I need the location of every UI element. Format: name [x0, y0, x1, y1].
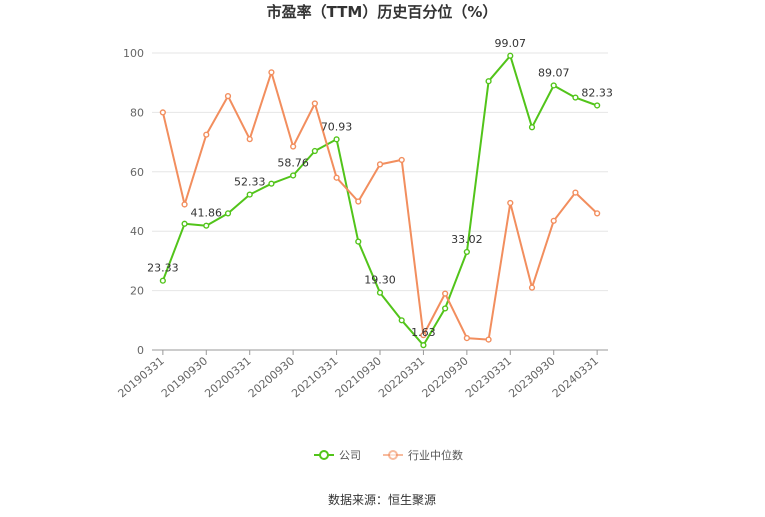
- data-point: [181, 220, 188, 227]
- data-point: [550, 82, 557, 89]
- data-point: [485, 78, 492, 85]
- data-point: [485, 336, 492, 343]
- data-point: [528, 124, 536, 131]
- legend-swatch-marker: [319, 450, 329, 460]
- data-point: [203, 222, 210, 229]
- x-tick-label: 20200930: [246, 354, 297, 400]
- legend[interactable]: 公司 行业中位数: [314, 448, 463, 462]
- data-point: [246, 136, 253, 143]
- data-point: [224, 92, 232, 100]
- data-point: [203, 131, 210, 138]
- data-point: [311, 100, 318, 107]
- data-label: 23.33: [147, 262, 179, 275]
- data-point: [290, 143, 297, 150]
- y-tick-label: 0: [137, 344, 144, 357]
- data-point: [420, 342, 427, 349]
- x-tick-label: 20230331: [463, 354, 514, 400]
- data-label: 58.76: [277, 156, 309, 169]
- data-label: 52.33: [234, 176, 266, 189]
- data-point: [572, 189, 579, 196]
- data-point: [420, 332, 427, 339]
- source-note: 数据来源：恒生聚源: [328, 492, 436, 507]
- grid-lines: [152, 52, 608, 292]
- data-point: [290, 172, 297, 179]
- data-point: [507, 52, 514, 59]
- legend-item-1[interactable]: 行业中位数: [383, 448, 463, 462]
- data-point: [355, 238, 362, 245]
- data-point: [528, 284, 536, 291]
- y-tick-label: 60: [130, 166, 144, 179]
- data-point: [376, 289, 384, 296]
- data-point: [594, 210, 601, 217]
- y-tick-label: 40: [130, 225, 144, 238]
- data-point: [398, 156, 405, 164]
- data-labels: 23.33 41.86 52.33 58.76 70.93 19.30 1.63 33.02 9…: [147, 37, 613, 339]
- data-point: [224, 210, 232, 217]
- y-tick-label: 100: [123, 47, 144, 60]
- data-point: [398, 317, 405, 324]
- chart-title: 市盈率（TTM）历史百分位（%）: [267, 3, 498, 21]
- x-tick-label: 20190930: [159, 354, 210, 400]
- legend-label: 行业中位数: [408, 448, 463, 462]
- data-point: [463, 248, 470, 256]
- data-point: [376, 161, 384, 168]
- y-tick-label: 20: [130, 285, 144, 298]
- data-point: [507, 199, 514, 207]
- data-label: 82.33: [581, 86, 613, 99]
- y-axis-ticks: 0 20 40 60 80 100: [123, 47, 144, 357]
- x-tick-label: 20210930: [333, 354, 384, 400]
- x-tick-label: 20220930: [420, 354, 471, 400]
- data-point: [550, 217, 557, 224]
- x-tick-label: 20230930: [506, 354, 557, 400]
- data-label: 33.02: [451, 233, 483, 246]
- data-label: 41.86: [191, 207, 223, 220]
- data-label: 1.63: [411, 326, 436, 339]
- data-label: 89.07: [538, 66, 570, 79]
- legend-label: 公司: [339, 449, 361, 462]
- x-tick-label: 20240331: [550, 354, 601, 400]
- data-point: [442, 290, 449, 297]
- x-tick-label: 20220331: [376, 354, 427, 400]
- data-label: 99.07: [495, 37, 527, 50]
- data-point: [333, 174, 340, 181]
- data-point: [159, 277, 166, 284]
- data-point: [181, 201, 188, 208]
- data-label: 70.93: [321, 120, 353, 133]
- data-point: [442, 305, 449, 312]
- data-point: [355, 198, 362, 205]
- data-point: [159, 109, 166, 116]
- data-label: 19.30: [364, 274, 396, 287]
- x-tick-label: 20200331: [202, 354, 253, 400]
- data-point: [572, 94, 579, 101]
- data-point: [246, 191, 253, 198]
- x-tick-label: 20210331: [289, 354, 340, 400]
- data-point: [463, 335, 470, 342]
- data-point: [594, 102, 601, 109]
- data-point: [268, 180, 275, 187]
- x-tick-label: 20190331: [116, 354, 167, 400]
- series-lines: [159, 52, 601, 349]
- data-point: [333, 136, 340, 143]
- legend-swatch-marker: [388, 450, 398, 460]
- data-point: [311, 147, 318, 155]
- data-point: [268, 69, 275, 76]
- x-axis-ticks: 2019033120190930202003312020093020210331…: [116, 350, 601, 400]
- y-tick-label: 80: [130, 106, 144, 119]
- legend-item-0[interactable]: 公司: [314, 449, 361, 462]
- series-line-0: [161, 54, 598, 347]
